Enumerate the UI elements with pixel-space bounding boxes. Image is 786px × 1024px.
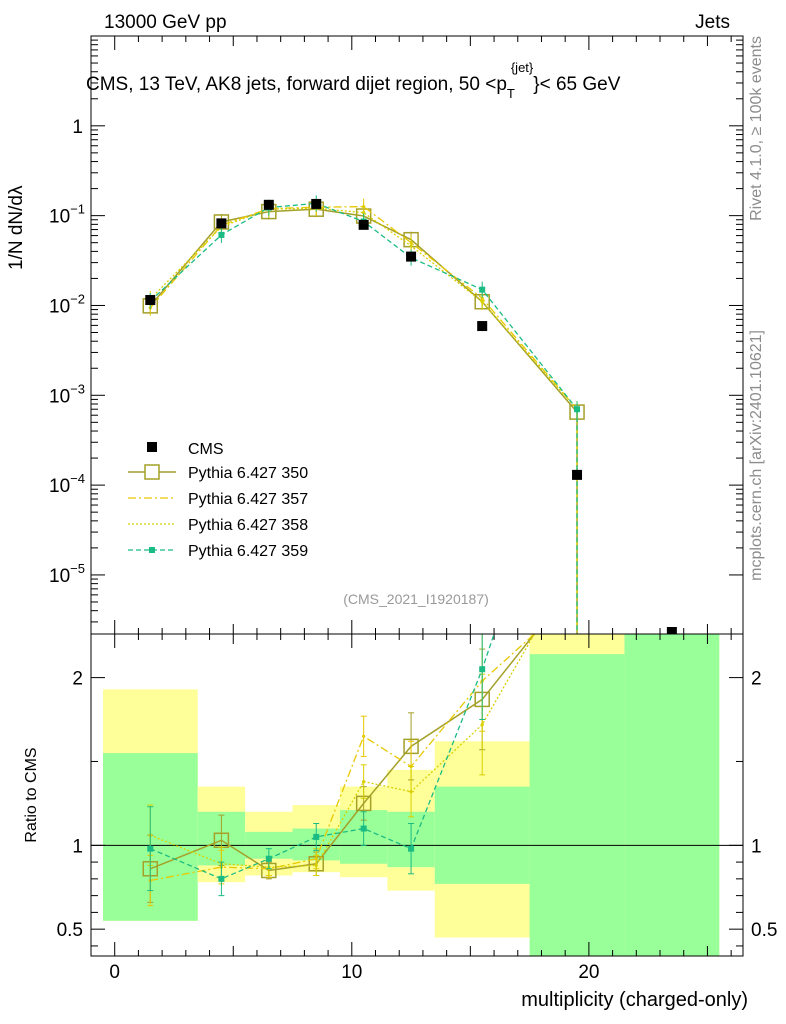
- ratio-series-line-3: [150, 633, 495, 880]
- ratio-ytick-label-right: 0.5: [751, 920, 777, 941]
- legend-label-350: Pythia 6.427 350: [188, 465, 308, 482]
- cms-data-point: [477, 321, 488, 332]
- main-series-line-2: [149, 207, 578, 410]
- ratio-series-line-1: [150, 633, 535, 882]
- ratio-marker-359: [360, 825, 367, 832]
- legend-label-357: Pythia 6.427 357: [188, 491, 308, 508]
- title-sub: T: [507, 86, 515, 101]
- ratio-ytick-label-right: 1: [751, 836, 762, 857]
- legend-item-cms: CMS: [147, 441, 224, 458]
- cms-data-point: [666, 627, 677, 637]
- ratio-marker-359: [479, 666, 486, 673]
- legend-label-cms: CMS: [188, 441, 224, 458]
- svg-text:CMS, 13 TeV, AK8 jets, forward: CMS, 13 TeV, AK8 jets, forward dijet reg…: [86, 60, 621, 101]
- xaxis-label: multiplicity (charged-only): [521, 989, 748, 1011]
- main-ytick-label: 10−4: [49, 471, 85, 497]
- ratio-ytick-label-left: 1: [72, 836, 83, 857]
- cms-data-point: [311, 198, 322, 209]
- main-ytick-label: 10−5: [49, 561, 85, 587]
- cms-data-point: [358, 219, 369, 230]
- main-ytick-label: 1: [72, 117, 83, 138]
- ratio-marker-2: [314, 863, 318, 868]
- legend-label-358: Pythia 6.427 358: [188, 517, 308, 534]
- cms-data-point: [216, 218, 227, 229]
- cms-data-point: [406, 251, 417, 262]
- main-marker-2: [480, 300, 484, 304]
- main-panel: 10−5 10−4 10−3 10−2 10−1 1 CMS, 13 TeV, AK8 j…: [49, 35, 744, 637]
- title-main: CMS, 13 TeV, AK8 jets, forward dijet reg…: [86, 74, 507, 95]
- main-marker-359: [479, 286, 486, 293]
- ratio-band-green: [529, 654, 625, 956]
- cms-data-point: [263, 199, 274, 210]
- ratio-axis-ticks: 0.5 0.51 12 20 10 20: [57, 634, 777, 983]
- legend-item-359: Pythia 6.427 359: [128, 543, 308, 560]
- analysis-tag: (CMS_2021_I1920187): [343, 591, 489, 607]
- ratio-series-line-0: [149, 633, 535, 872]
- ratio-band-green: [624, 634, 720, 956]
- legend-label-359: Pythia 6.427 359: [188, 543, 308, 560]
- ratio-ytick-label-left: 0.5: [57, 920, 83, 941]
- main-marker-2: [362, 211, 366, 215]
- ratio-marker-359: [147, 845, 154, 852]
- main-marker-359: [218, 231, 225, 238]
- ratio-marker-2: [480, 722, 484, 727]
- legend-item-350: Pythia 6.427 350: [128, 464, 308, 482]
- ratio-band-green: [434, 786, 530, 884]
- ratio-panel-frame: [90, 633, 744, 957]
- main-data-layer: [145, 198, 677, 637]
- ratio-marker-359: [313, 833, 320, 840]
- ratio-xtick-label: 0: [109, 962, 120, 983]
- main-series-line-1: [149, 205, 578, 410]
- main-panel-bg: [91, 36, 743, 634]
- ratio-ytick-label-right: 2: [751, 669, 762, 690]
- cms-data-point: [145, 295, 156, 306]
- main-series-layer: [142, 195, 585, 634]
- legend-marker-359: [149, 547, 155, 553]
- ratio-ylabel: Ratio to CMS: [23, 747, 40, 842]
- header-energy: 13000 GeV pp: [104, 12, 227, 33]
- mcplots-label: mcplots.cern.ch [arXiv:2401.10621]: [748, 330, 765, 581]
- title-sup: {jet}: [511, 60, 534, 75]
- ratio-marker-2: [409, 790, 413, 794]
- main-marker-2: [409, 244, 413, 248]
- main-ytick-label: 10−1: [49, 202, 85, 228]
- legend-item-357: Pythia 6.427 357: [128, 491, 308, 508]
- cms-data-point: [572, 469, 583, 480]
- main-title: CMS, 13 TeV, AK8 jets, forward dijet reg…: [86, 60, 621, 101]
- legend-marker-350: [144, 464, 160, 480]
- main-ylabel-frac: 1/N dN/dλ: [6, 185, 27, 270]
- ratio-marker-2: [362, 779, 366, 784]
- ratio-marker-359: [218, 875, 225, 882]
- main-axis-ticks: 10−5 10−4 10−3 10−2 10−1 1: [49, 36, 743, 634]
- main-marker-359: [574, 406, 581, 413]
- ratio-panel: 0.5 0.51 12 20 10 20: [57, 633, 777, 983]
- ratio-xtick-label: 20: [578, 962, 599, 983]
- legend-marker-cms: [147, 442, 157, 452]
- main-ytick-label: 10−2: [49, 291, 85, 317]
- ratio-series-line-2: [150, 633, 535, 868]
- main-series-line-3: [149, 202, 578, 410]
- main-ytick-label: 10−3: [49, 381, 85, 407]
- legend: CMS Pythia 6.427 350 Pythia 6.427 357 Py…: [128, 441, 308, 560]
- ratio-series-layer: [142, 633, 535, 907]
- legend-item-358: Pythia 6.427 358: [128, 517, 308, 534]
- title-end: }< 65 GeV: [533, 74, 620, 95]
- header-category: Jets: [695, 12, 730, 33]
- rivet-version-label: Rivet 4.1.0, ≥ 100k events: [748, 36, 765, 221]
- ratio-ytick-label-left: 2: [72, 669, 83, 690]
- ratio-marker-359: [408, 845, 415, 852]
- ratio-xtick-label: 10: [341, 962, 362, 983]
- ratio-marker-1: [362, 734, 366, 738]
- ratio-marker-359: [265, 855, 272, 862]
- main-ylabel: 1/N dN/dλ: [6, 185, 27, 270]
